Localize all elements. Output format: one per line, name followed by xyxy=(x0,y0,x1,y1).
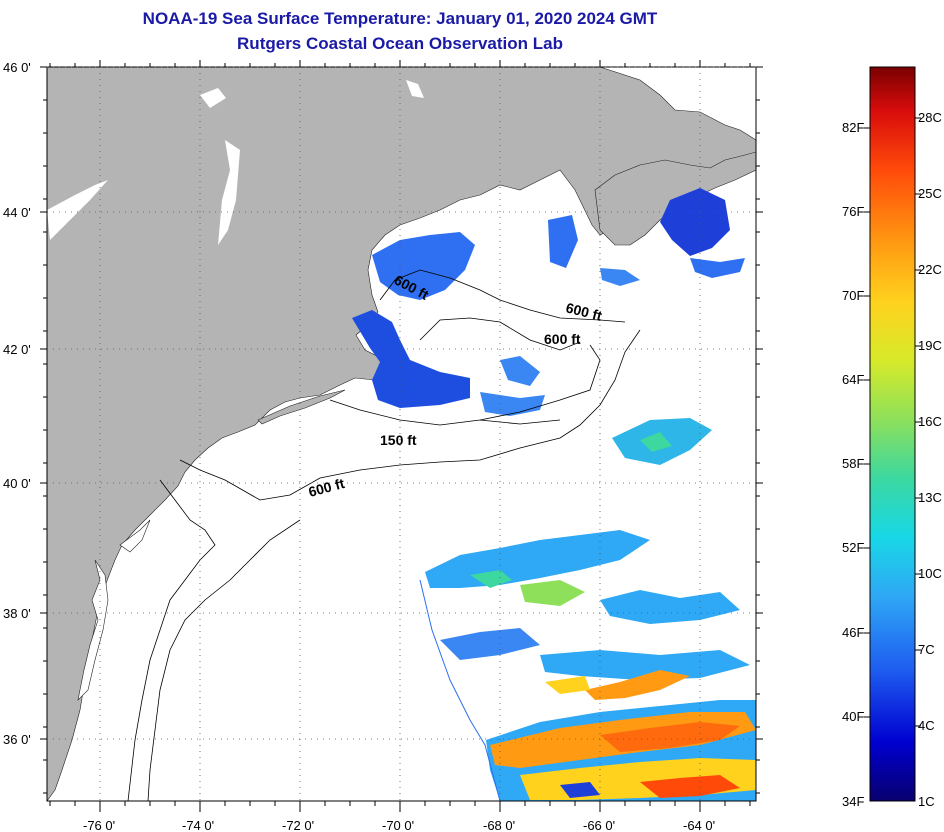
lat-label: 46 0' xyxy=(3,60,31,75)
colorbar-c-label: 28C xyxy=(918,110,942,125)
colorbar-c-label: 22C xyxy=(918,262,942,277)
lat-label: 38 0' xyxy=(3,606,31,621)
lon-label: -74 0' xyxy=(182,818,214,832)
sst-patch xyxy=(660,188,730,256)
contour-label: 150 ft xyxy=(380,432,417,448)
colorbar-f-label: 40F xyxy=(842,709,864,724)
colorbar-c-label: 7C xyxy=(918,642,935,657)
colorbar-f-label: 76F xyxy=(842,204,864,219)
chesapeake-bay xyxy=(77,559,109,701)
sst-patch xyxy=(540,650,750,680)
contour-shelf-inner xyxy=(127,479,216,801)
delaware-bay xyxy=(119,519,151,553)
colorbar-f-label: 46F xyxy=(842,625,864,640)
chart-subtitle: Rutgers Coastal Ocean Observation Lab xyxy=(237,34,563,53)
lake xyxy=(406,80,424,98)
sst-patch xyxy=(352,310,470,408)
colorbar-c-label: 19C xyxy=(918,338,942,353)
colorbar-f-label: 64F xyxy=(842,372,864,387)
colorbar-c-label: 13C xyxy=(918,490,942,505)
sst-patch xyxy=(372,232,475,300)
lat-label: 40 0' xyxy=(3,476,31,491)
lon-axis: -76 0' -74 0' -72 0' -70 0' -68 0' -66 0… xyxy=(83,818,715,832)
contour-600ft-shelf xyxy=(147,329,641,801)
sst-patch xyxy=(520,580,585,606)
colorbar-ticks xyxy=(864,117,921,727)
sst-patch xyxy=(440,628,540,660)
lake xyxy=(200,88,226,108)
lon-label: -72 0' xyxy=(282,818,314,832)
colorbar: 82F 76F 70F 64F 58F 52F 46F 40F 34F 28C … xyxy=(842,66,942,809)
colorbar-c-label: 16C xyxy=(918,414,942,429)
colorbar-f-label: 58F xyxy=(842,456,864,471)
colorbar-gradient xyxy=(869,66,916,802)
contour-label: 600 ft xyxy=(544,331,581,347)
lat-axis: 46 0' 44 0' 42 0' 40 0' 38 0' 36 0' xyxy=(3,60,31,747)
sst-patch xyxy=(640,432,672,452)
colorbar-f-label: 52F xyxy=(842,540,864,555)
sst-patch xyxy=(600,722,740,752)
lat-label: 42 0' xyxy=(3,342,31,357)
sst-patch xyxy=(600,590,740,624)
lat-label: 44 0' xyxy=(3,205,31,220)
lake xyxy=(47,180,108,240)
chart-title: NOAA-19 Sea Surface Temperature: January… xyxy=(142,9,658,28)
sst-patch xyxy=(560,782,600,798)
graticule xyxy=(47,66,756,801)
sst-patch xyxy=(585,670,690,700)
sst-patch xyxy=(480,392,545,416)
colorbar-f-label: 70F xyxy=(842,288,864,303)
colorbar-c-label: 10C xyxy=(918,566,942,581)
land-long-island xyxy=(257,389,346,425)
lat-label: 36 0' xyxy=(3,732,31,747)
axis-ticks xyxy=(40,60,763,812)
lon-label: -66 0' xyxy=(583,818,615,832)
lon-label: -76 0' xyxy=(83,818,115,832)
colorbar-c-label: 1C xyxy=(918,794,935,809)
sst-patch xyxy=(500,356,540,386)
sst-patch xyxy=(545,676,590,694)
sst-patch xyxy=(640,775,740,798)
colorbar-c-label: 4C xyxy=(918,718,935,733)
swath-edge xyxy=(419,579,501,801)
sst-patch xyxy=(600,268,640,286)
lon-label: -68 0' xyxy=(483,818,515,832)
colorbar-f-label: 34F xyxy=(842,794,864,809)
lon-label: -70 0' xyxy=(382,818,414,832)
colorbar-c-label: 25C xyxy=(918,186,942,201)
sst-patch xyxy=(690,258,745,278)
sst-patch xyxy=(548,215,578,268)
lake xyxy=(218,140,240,245)
colorbar-f-label: 82F xyxy=(842,120,864,135)
sst-patch xyxy=(470,570,512,588)
contour-600ft-inner xyxy=(379,269,626,351)
lon-label: -64 0' xyxy=(683,818,715,832)
